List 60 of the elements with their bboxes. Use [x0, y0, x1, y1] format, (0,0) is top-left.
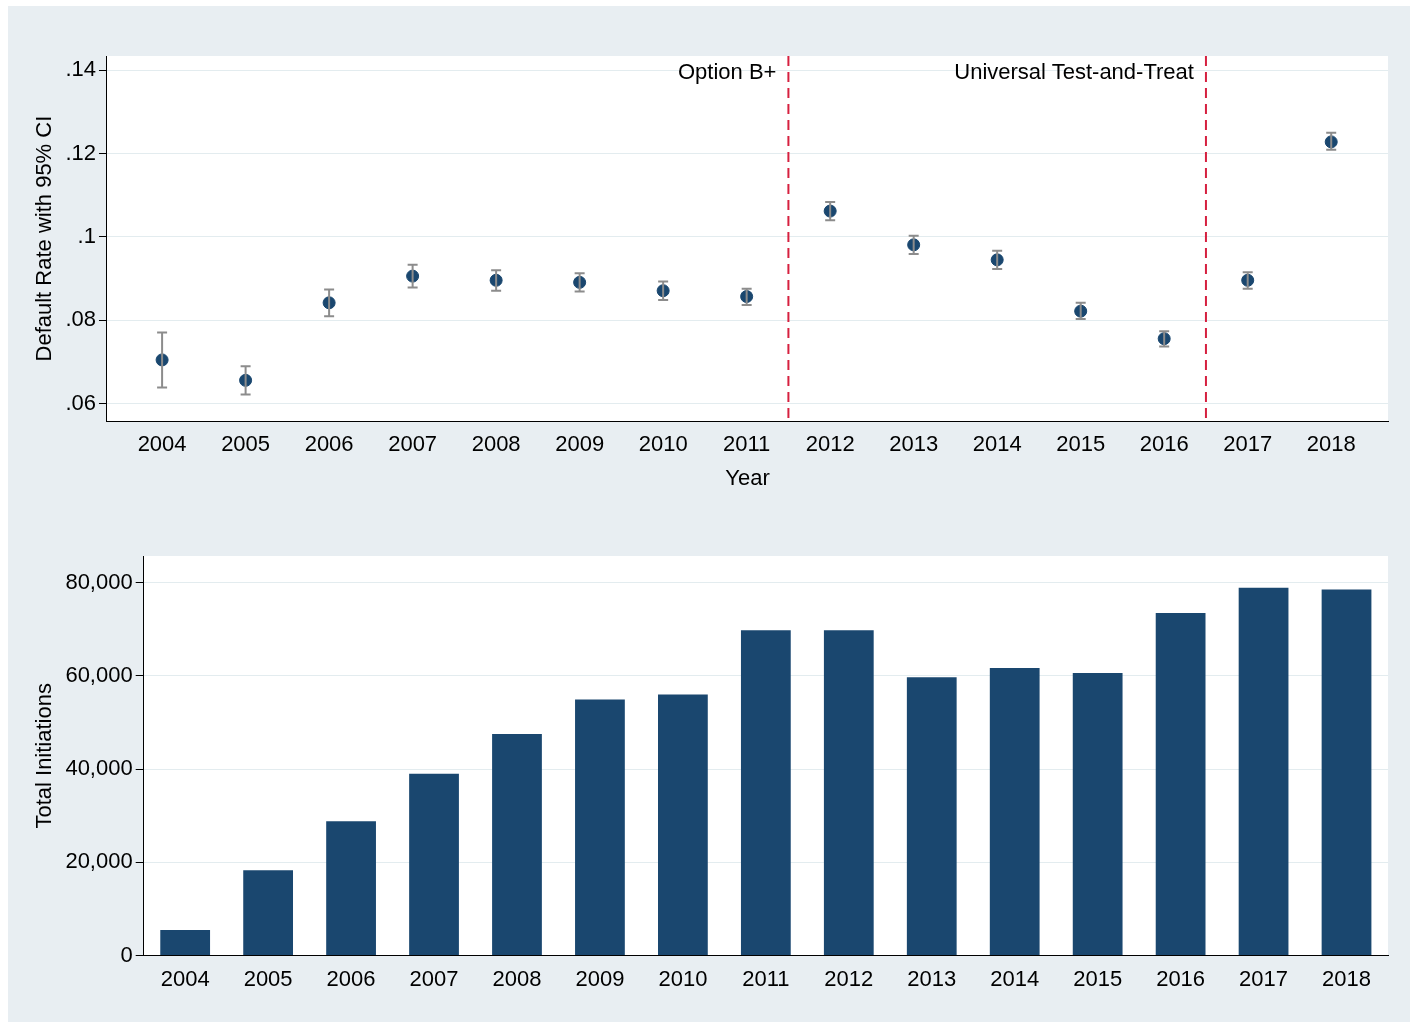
x-axis-title: Year [725, 464, 770, 490]
x-tick-label: 2015 [1073, 965, 1123, 991]
x-tick-label: 2010 [638, 431, 688, 457]
ref-line-label: Option B+ [677, 59, 777, 85]
x-tick-label: 2014 [972, 431, 1022, 457]
x-tick-label: 2011 [723, 431, 771, 457]
bar [409, 773, 459, 956]
x-tick-label: 2005 [243, 965, 293, 991]
x-tick-label: 2012 [805, 431, 855, 457]
x-tick-label: 2013 [889, 431, 939, 457]
bar [823, 630, 874, 956]
x-tick-label: 2013 [907, 965, 957, 991]
x-tick-label: 2009 [555, 431, 605, 457]
bar [1072, 673, 1123, 956]
x-tick-label: 2011 [742, 965, 790, 991]
x-tick-label: 2017 [1223, 431, 1273, 457]
x-tick-label: 2005 [221, 431, 271, 457]
bar [575, 699, 625, 956]
x-tick-label: 2012 [824, 965, 874, 991]
bar [1321, 589, 1372, 956]
bar [906, 677, 957, 956]
y-tick-label: .12 [65, 139, 96, 165]
y-tick-label: 80,000 [65, 568, 133, 594]
bar [740, 630, 791, 956]
x-tick-label: 2008 [492, 965, 542, 991]
bar [1238, 587, 1289, 956]
bar [492, 734, 542, 956]
x-tick-label: 2008 [471, 431, 521, 457]
y-tick-label: .1 [77, 222, 96, 248]
y-tick-label: 20,000 [65, 848, 133, 874]
x-tick-label: 2010 [658, 965, 708, 991]
y-tick-label: 60,000 [65, 661, 133, 687]
y-tick-label: 0 [120, 941, 133, 967]
y-tick-label: 40,000 [65, 755, 133, 781]
x-tick-label: 2018 [1322, 965, 1371, 991]
y-axis-title: Total Initiations [31, 683, 57, 829]
bar [243, 870, 294, 956]
x-tick-label: 2006 [326, 965, 376, 991]
x-tick-label: 2016 [1139, 431, 1189, 457]
bar [989, 667, 1040, 956]
x-tick-label: 2015 [1056, 431, 1106, 457]
x-tick-label: 2006 [304, 431, 354, 457]
x-tick-label: 2016 [1156, 965, 1206, 991]
x-tick-label: 2004 [160, 965, 210, 991]
x-tick-label: 2018 [1306, 431, 1356, 457]
x-tick-label: 2014 [990, 965, 1040, 991]
x-tick-label: 2017 [1239, 965, 1289, 991]
x-tick-label: 2007 [388, 431, 438, 457]
bar [1155, 612, 1206, 956]
x-tick-label: 2009 [575, 965, 625, 991]
x-tick-label: 2004 [137, 431, 187, 457]
x-tick-label: 2007 [409, 965, 459, 991]
bar [160, 929, 211, 956]
bar [658, 694, 708, 956]
bar [326, 821, 376, 956]
y-tick-label: .08 [65, 306, 96, 332]
y-tick-label: .14 [65, 56, 96, 82]
y-axis-title: Default Rate with 95% CI [31, 115, 57, 362]
y-tick-label: .06 [65, 389, 96, 415]
ref-line-label: Universal Test-and-Treat [954, 59, 1194, 85]
